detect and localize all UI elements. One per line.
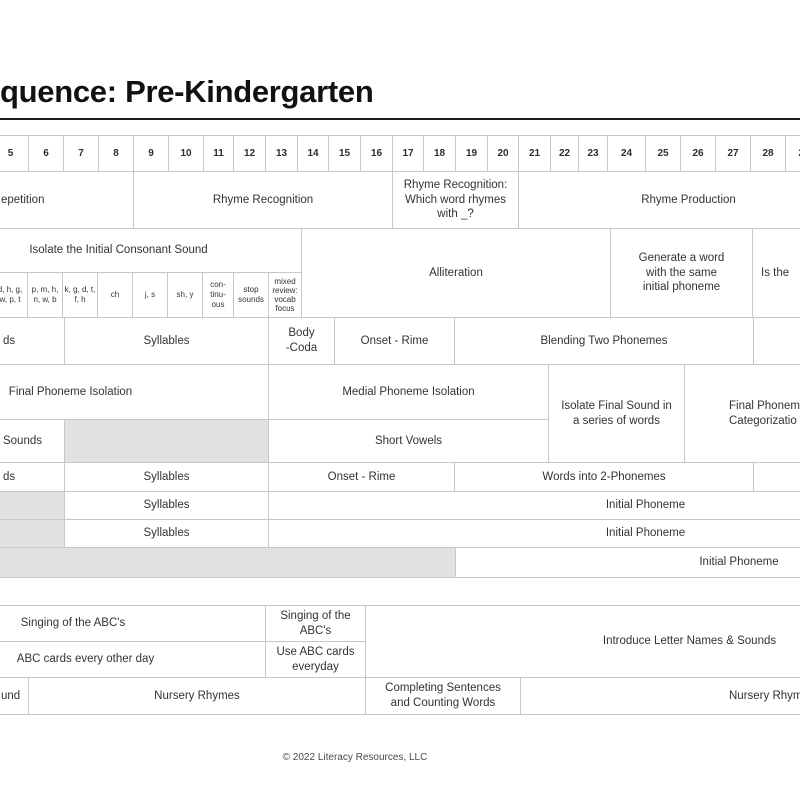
nursery-rhymes-cell: Nursery Rhymes xyxy=(28,677,366,715)
week-number-cell: 5 xyxy=(0,135,29,172)
week-number-cell: 26 xyxy=(680,135,716,172)
week-number-cell: 13 xyxy=(265,135,298,172)
blending-words-cell: ds xyxy=(0,317,65,365)
week-number-cell: 28 xyxy=(750,135,786,172)
week-number-cell: 21 xyxy=(518,135,551,172)
body-coda-cell: Body -Coda xyxy=(268,317,335,365)
week-number-cell: 23 xyxy=(578,135,608,172)
rhyme-which-word-cell: Rhyme Recognition: Which word rhymes wit… xyxy=(392,171,519,229)
letter-group-cell: k, g, d, t, f, h xyxy=(62,272,98,318)
week-number-cell: 29 xyxy=(785,135,800,172)
singing-abc-cell: Singing of the ABC's xyxy=(0,605,266,642)
letter-group-cell: mixed review: vocab focus xyxy=(268,272,302,318)
gray-empty-cell xyxy=(0,491,65,520)
blending-syllables-cell: Syllables xyxy=(64,317,269,365)
sounds-cell: Sounds xyxy=(0,419,65,463)
adding-initial-phoneme-cell: Initial Phoneme xyxy=(268,491,800,520)
gray-empty-cell xyxy=(64,419,269,463)
gray-empty-cell xyxy=(0,547,456,578)
week-number-cell: 12 xyxy=(233,135,266,172)
completing-sentences-cell: Completing Sentences and Counting Words xyxy=(365,677,521,715)
letter-group-cell: j, s xyxy=(132,272,168,318)
week-number-cell: 19 xyxy=(455,135,488,172)
alliteration-cell: Alliteration xyxy=(301,228,611,318)
page-title: quence: Pre-Kindergarten xyxy=(0,74,374,109)
letter-group-cell: con- tinu- ous xyxy=(202,272,234,318)
week-number-cell: 25 xyxy=(645,135,681,172)
abc-cards-everyday-cell: Use ABC cards everyday xyxy=(265,641,366,678)
letter-group-cell: p, m, h, n, w, b xyxy=(27,272,63,318)
final-phoneme-categorization-cell: Final Phonem Categorizatio xyxy=(684,364,800,463)
adding-syllables-cell: Syllables xyxy=(64,491,269,520)
segmenting-onset-rime-cell: Onset - Rime xyxy=(268,462,455,492)
week-number-cell: 7 xyxy=(63,135,99,172)
blending-empty-cell xyxy=(753,317,800,365)
abc-cards-other-day-cell: ABC cards every other day xyxy=(0,641,266,678)
blending-two-phonemes-cell: Blending Two Phonemes xyxy=(454,317,754,365)
week-number-cell: 10 xyxy=(168,135,204,172)
title-underline xyxy=(0,118,800,120)
isolate-final-sound-series-cell: Isolate Final Sound in a series of words xyxy=(548,364,685,463)
week-number-cell: 27 xyxy=(715,135,751,172)
copyright-footer: © 2022 Literacy Resources, LLC xyxy=(282,752,428,763)
letter-group-cell: d, h, g, w, p, t xyxy=(0,272,28,318)
sound-fragment-cell: und xyxy=(0,677,29,715)
short-vowels-cell: Short Vowels xyxy=(268,419,549,463)
week-number-cell: 20 xyxy=(487,135,519,172)
week-number-cell: 9 xyxy=(133,135,169,172)
blending-onset-rime-cell: Onset - Rime xyxy=(334,317,455,365)
deleting-syllables-cell: Syllables xyxy=(64,519,269,548)
segmenting-empty-cell xyxy=(753,462,800,492)
week-number-cell: 14 xyxy=(297,135,329,172)
gray-empty-cell xyxy=(0,519,65,548)
week-number-cell: 17 xyxy=(392,135,424,172)
letter-group-cell: stop sounds xyxy=(233,272,269,318)
isolate-initial-consonant-header-cell: Isolate the Initial Consonant Sound xyxy=(0,228,302,273)
rhyme-recognition-cell: Rhyme Recognition xyxy=(133,171,393,229)
letter-group-cell: ch xyxy=(97,272,133,318)
letter-group-cell: sh, y xyxy=(167,272,203,318)
medial-phoneme-isolation-cell: Medial Phoneme Isolation xyxy=(268,364,549,420)
week-number-cell: 16 xyxy=(360,135,393,172)
week-number-cell: 11 xyxy=(203,135,234,172)
substituting-initial-phoneme-cell: Initial Phoneme xyxy=(455,547,800,578)
introduce-letter-names-cell: Introduce Letter Names & Sounds xyxy=(365,605,800,678)
words-into-2-phonemes-cell: Words into 2-Phonemes xyxy=(454,462,754,492)
nursery-rhymes-2-cell: Nursery Rhym xyxy=(520,677,800,715)
segmenting-words-cell: ds xyxy=(0,462,65,492)
segmenting-syllables-cell: Syllables xyxy=(64,462,269,492)
rhyme-production-cell: Rhyme Production xyxy=(518,171,800,229)
week-number-cell: 24 xyxy=(607,135,646,172)
final-phoneme-isolation-cell: Final Phoneme Isolation xyxy=(0,364,269,420)
week-number-cell: 15 xyxy=(328,135,361,172)
rhyme-repetition-cell: epetition xyxy=(0,171,134,229)
generate-word-cell: Generate a word with the same initial ph… xyxy=(610,228,753,318)
week-number-cell: 6 xyxy=(28,135,64,172)
week-number-cell: 18 xyxy=(423,135,456,172)
week-number-cell: 22 xyxy=(550,135,579,172)
week-number-cell: 8 xyxy=(98,135,134,172)
singing-abc-short-cell: Singing of the ABC's xyxy=(265,605,366,642)
deleting-initial-phoneme-cell: Initial Phoneme xyxy=(268,519,800,548)
is-the-cell: Is the xyxy=(752,228,800,318)
